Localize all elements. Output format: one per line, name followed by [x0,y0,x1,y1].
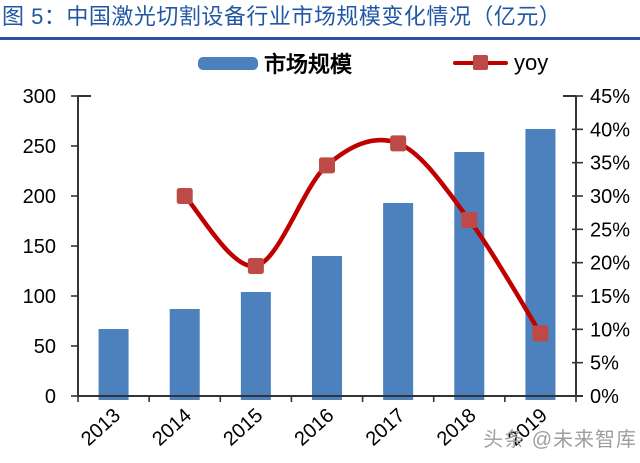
left-axis-label-200: 200 [23,186,56,208]
chart-legend: 市场规模 yoy [0,50,640,77]
left-axis-label-250: 250 [23,136,56,158]
x-axis-label-2017: 2017 [362,404,410,450]
line-swatch-marker-icon [473,55,488,70]
yoy-marker-2016 [319,157,335,174]
x-axis-label-2013: 2013 [77,404,125,450]
right-axis-label-35%: 35% [590,153,630,175]
right-axis-label-20%: 20% [590,253,630,275]
right-axis-label-15%: 15% [590,286,630,308]
page-title: 图 5：中国激光切割设备行业市场规模变化情况（亿元） [2,2,638,32]
bar-2018 [454,152,485,400]
left-axis-label-0: 0 [45,386,56,408]
figure-title-text: 中国激光切割设备行业市场规模变化情况（亿元） [66,4,562,29]
x-axis-label-2018: 2018 [433,404,481,450]
right-axis-label-30%: 30% [590,186,630,208]
bar-2014 [169,309,200,400]
bar-2016 [312,256,342,400]
yoy-marker-2017 [390,135,407,152]
x-axis-label-2016: 2016 [291,404,339,450]
bar-2017 [383,203,414,400]
title-divider [0,37,640,40]
figure-label: 图 5： [2,4,67,29]
yoy-marker-2015 [247,258,264,274]
line-series-swatch-icon [453,55,508,71]
yoy-marker-2018 [461,212,478,228]
x-axis-label-2015: 2015 [219,404,267,450]
left-axis-label-150: 150 [23,236,56,258]
bar-2019 [525,129,556,400]
right-axis-label-5%: 5% [590,353,619,375]
legend-label-yoy: yoy [514,50,549,75]
bar-2015 [240,292,271,400]
legend-item-yoy: yoy [453,50,548,76]
legend-label-market-size: 市场规模 [264,52,353,77]
left-axis-label-50: 50 [34,336,56,358]
right-axis-label-45%: 45% [590,86,630,108]
bar-series-swatch-icon [198,56,258,70]
right-axis-label-40%: 40% [590,119,630,141]
right-axis-label-10%: 10% [590,319,630,341]
bar-2013 [98,329,129,400]
left-axis-label-100: 100 [23,286,56,308]
yoy-line [182,137,543,336]
yoy-marker-2014 [176,188,193,204]
yoy-marker-2019 [532,325,549,342]
right-axis-label-0%: 0% [590,386,619,408]
x-axis-label-2014: 2014 [148,404,196,450]
legend-item-market-size: 市场规模 [198,50,353,77]
watermark: 头条 @未来智库 [483,429,637,451]
left-axis-label-300: 300 [23,86,56,108]
right-axis-label-25%: 25% [590,219,630,241]
